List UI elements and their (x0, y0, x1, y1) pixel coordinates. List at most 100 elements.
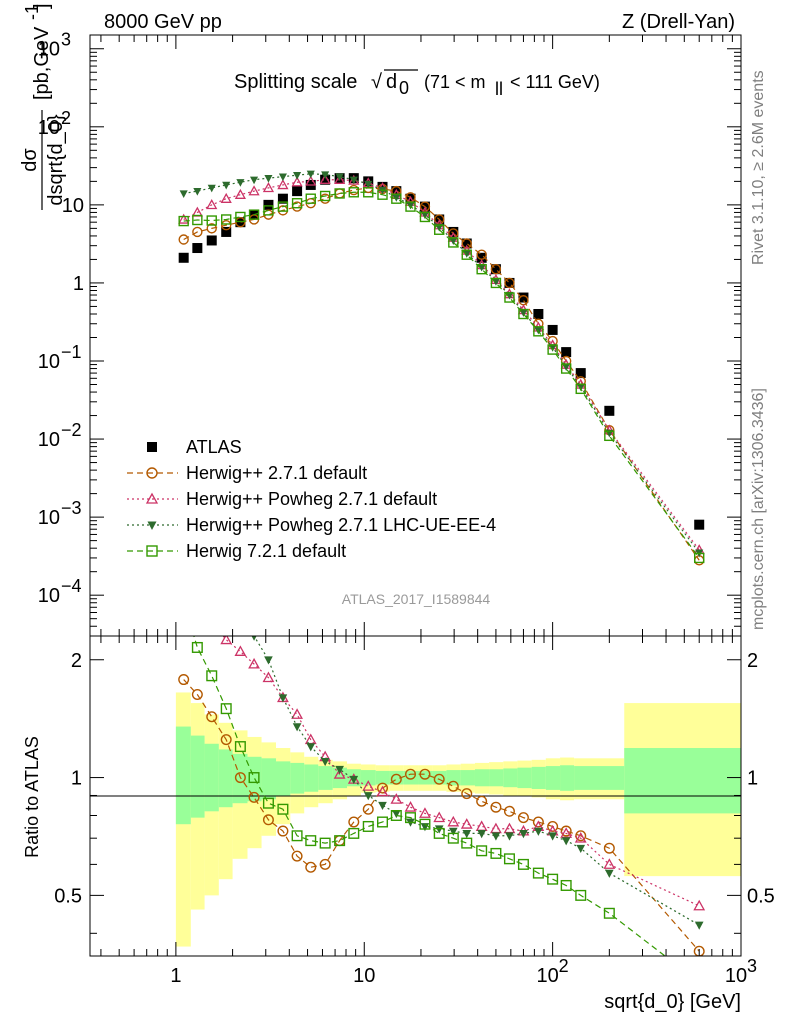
point-herwig-powheg-2-7-1-lhc-ue-ee-4 (449, 237, 458, 245)
ratio-point-herwig-2-7-1-default (390, 773, 402, 785)
point-atlas (461, 238, 472, 249)
y-tick-label-sup: −2 (61, 420, 82, 440)
legend-label-herwig-2-7-1-default: Herwig++ 2.7.1 default (186, 463, 367, 483)
x-axis-label: sqrt{d_0} [GeV] (604, 991, 741, 1013)
plot-title-sub: 0 (399, 78, 409, 98)
ratio-y-tick-label-right: 2 (747, 650, 758, 672)
ratio-point-herwig-7-2-1-default (248, 772, 260, 784)
band-stat (190, 735, 205, 818)
ratio-point-herwig-powheg-2-7-1-lhc-ue-ee-4 (534, 827, 543, 836)
ratio-point-herwig-powheg-2-7-1-lhc-ue-ee-4 (349, 775, 359, 785)
y-tick-label: 10 (38, 429, 60, 451)
point-atlas (221, 226, 232, 237)
ratio-point-herwig-7-2-1-default (447, 832, 459, 844)
point-herwig-powheg-2-7-1-default (277, 179, 289, 190)
ratio-point-herwig-powheg-2-7-1-lhc-ue-ee-4 (392, 810, 401, 819)
point-herwig-powheg-2-7-1-lhc-ue-ee-4 (576, 383, 585, 392)
plot-title-range-end: < 111 GeV) (510, 72, 600, 92)
band-stat (446, 770, 461, 786)
point-atlas (263, 199, 274, 210)
point-atlas (490, 264, 501, 275)
ratio-point-herwig-7-2-1-default (603, 907, 615, 919)
point-herwig-powheg-2-7-1-lhc-ue-ee-4 (420, 211, 430, 220)
point-atlas (561, 347, 572, 358)
point-herwig-powheg-2-7-1-default (334, 173, 346, 184)
y-tick-label-sup: 3 (61, 30, 71, 50)
band-stat (276, 761, 291, 796)
band-stat (624, 748, 741, 814)
point-herwig-7-2-1-default (694, 552, 705, 564)
band-stat (304, 764, 319, 792)
ratio-y-tick-label-right: 1 (747, 768, 758, 790)
point-herwig-powheg-2-7-1-lhc-ue-ee-4 (179, 190, 188, 198)
point-herwig-7-2-1-default (419, 211, 431, 223)
header-left-title: 8000 GeV pp (104, 11, 222, 33)
ratio-point-herwig-2-7-1-default (206, 711, 218, 723)
point-herwig-powheg-2-7-1-lhc-ue-ee-4 (306, 170, 315, 179)
ratio-point-herwig-powheg-2-7-1-lhc-ue-ee-4 (292, 723, 302, 732)
band-stat (517, 767, 532, 789)
point-herwig-powheg-2-7-1-lhc-ue-ee-4 (321, 171, 330, 179)
point-herwig-7-2-1-default (518, 308, 529, 320)
point-herwig-powheg-2-7-1-lhc-ue-ee-4 (207, 184, 216, 193)
point-atlas (575, 368, 586, 379)
ratio-point-herwig-2-7-1-default (262, 814, 274, 826)
point-herwig-powheg-2-7-1-lhc-ue-ee-4 (548, 344, 557, 352)
ylabel-numerator: dσ (19, 148, 41, 172)
ylabel-denominator: dsqrt{d_0} (45, 114, 67, 206)
y-tick-label-sup: 2 (61, 108, 71, 128)
ratio-point-herwig-powheg-2-7-1-lhc-ue-ee-4 (576, 844, 586, 853)
ratio-point-herwig-7-2-1-default (220, 703, 232, 715)
point-herwig-7-2-1-default (235, 211, 246, 223)
point-atlas (604, 405, 615, 416)
header-right-title: Z (Drell-Yan) (622, 11, 735, 33)
legend-label-herwig-powheg-2-7-1-lhc-ue-ee-4: Herwig++ Powheg 2.7.1 LHC-UE-EE-4 (186, 515, 496, 535)
ratio-point-herwig-powheg-2-7-1-lhc-ue-ee-4 (236, 612, 245, 620)
ratio-point-herwig-7-2-1-default (377, 816, 389, 828)
point-herwig-powheg-2-7-1-lhc-ue-ee-4 (193, 187, 202, 196)
point-atlas (192, 243, 203, 254)
ratio-point-herwig-2-7-1-default (476, 795, 488, 807)
legend: ATLAS Herwig++ 2.7.1 default Herwig++ Powh… (127, 437, 496, 561)
band-stat (460, 770, 475, 786)
y-tick-label: 1 (73, 273, 84, 295)
ratio-point-herwig-7-2-1-default (305, 835, 317, 847)
point-herwig-powheg-2-7-1-default (206, 199, 218, 210)
ratio-point-herwig-powheg-2-7-1-lhc-ue-ee-4 (335, 765, 344, 775)
ratio-point-herwig-2-7-1-default (447, 780, 459, 792)
point-herwig-powheg-2-7-1-lhc-ue-ee-4 (335, 173, 344, 182)
point-herwig-7-2-1-default (490, 277, 502, 289)
ratio-point-herwig-2-7-1-default (362, 803, 374, 815)
ratio-point-herwig-powheg-2-7-1-lhc-ue-ee-4 (462, 830, 472, 839)
point-atlas (277, 193, 288, 204)
point-herwig-7-2-1-default (448, 237, 459, 248)
point-herwig-powheg-2-7-1-lhc-ue-ee-4 (462, 250, 471, 258)
ratio-point-herwig-2-7-1-default (191, 689, 203, 701)
ratio-point-herwig-powheg-2-7-1-lhc-ue-ee-4 (434, 825, 444, 834)
ratio-point-herwig-powheg-2-7-1-default (390, 793, 403, 804)
ratio-point-herwig-7-2-1-default (547, 873, 559, 885)
ratio-point-herwig-2-7-1-default (234, 772, 246, 784)
point-herwig-7-2-1-default (192, 214, 203, 226)
point-herwig-2-7-1-default (221, 219, 232, 231)
point-herwig-powheg-2-7-1-lhc-ue-ee-4 (406, 201, 415, 210)
plot-title-symbol: d (386, 71, 397, 93)
point-herwig-7-2-1-default (206, 215, 217, 226)
ratio-point-herwig-powheg-2-7-1-lhc-ue-ee-4 (363, 792, 373, 801)
ratio-point-herwig-powheg-2-7-1-default (376, 785, 389, 797)
ratio-point-herwig-powheg-2-7-1-lhc-ue-ee-4 (448, 827, 458, 836)
ratio-point-herwig-powheg-2-7-1-default (433, 811, 446, 823)
point-herwig-7-2-1-default (263, 205, 274, 216)
point-herwig-7-2-1-default (504, 292, 515, 303)
ratio-point-herwig-2-7-1-default (560, 825, 572, 837)
point-herwig-7-2-1-default (248, 209, 260, 220)
y-tick-label: 10 (62, 195, 84, 217)
ratio-point-herwig-2-7-1-default (277, 825, 289, 837)
band-stat (218, 749, 233, 808)
point-atlas (694, 519, 705, 530)
point-atlas (235, 217, 246, 228)
point-herwig-7-2-1-default (533, 326, 544, 337)
ratio-point-herwig-7-2-1-default (575, 889, 587, 901)
ratio-point-herwig-7-2-1-default (179, 598, 189, 608)
